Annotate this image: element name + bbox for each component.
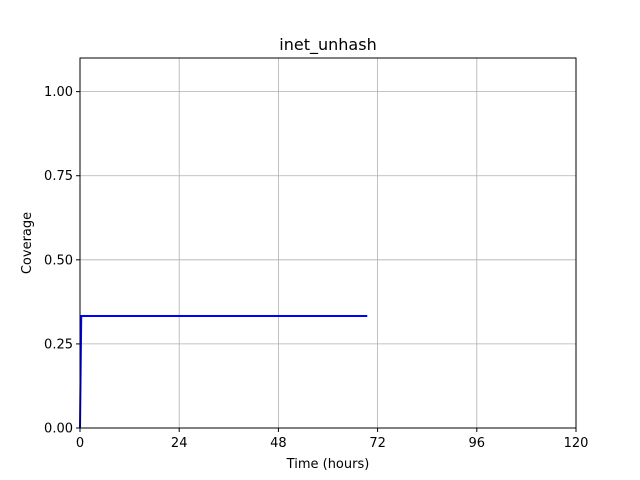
plot-area	[80, 58, 576, 428]
y-tick-label: 1.00	[44, 85, 73, 100]
y-tick-label: 0.75	[44, 169, 73, 184]
y-tick-label: 0.00	[44, 422, 73, 437]
x-tick-label: 72	[369, 436, 386, 451]
chart-title: inet_unhash	[279, 35, 376, 55]
x-tick-label: 0	[76, 436, 84, 451]
y-tick-label: 0.50	[44, 253, 73, 268]
ticks: 0 24 48 72 96 120 0.00 0.25 0.50 0.75 1.00	[44, 85, 588, 451]
y-tick-label: 0.25	[44, 337, 73, 352]
x-tick-label: 48	[270, 436, 287, 451]
x-tick-label: 24	[171, 436, 188, 451]
x-axis-label: Time (hours)	[286, 457, 370, 472]
y-axis-label: Coverage	[20, 212, 35, 274]
grid	[79, 58, 577, 429]
x-tick-label: 96	[469, 436, 486, 451]
plot-frame	[79, 57, 577, 429]
x-tick-label: 120	[564, 436, 589, 451]
